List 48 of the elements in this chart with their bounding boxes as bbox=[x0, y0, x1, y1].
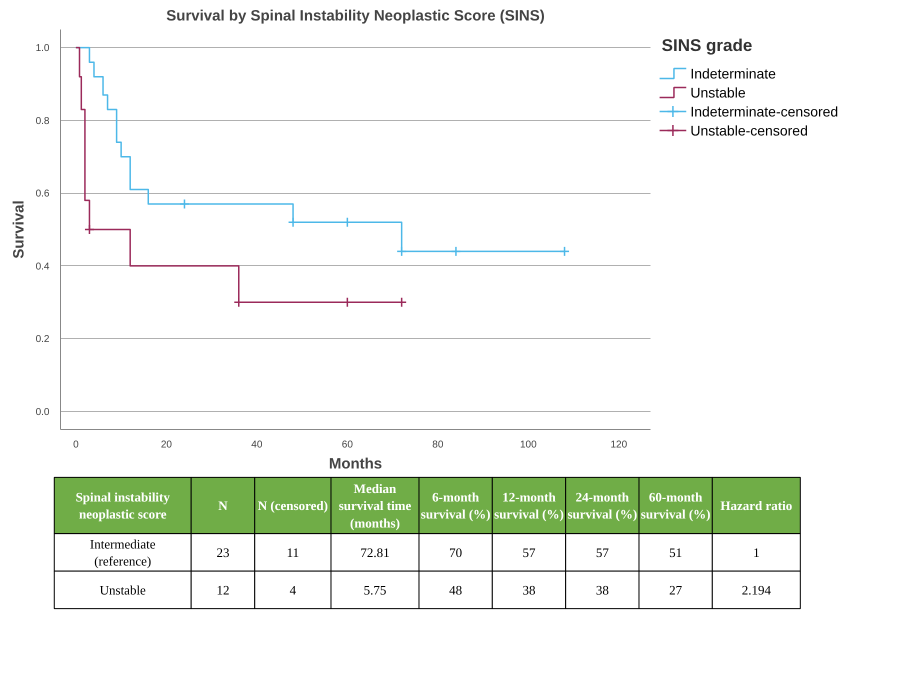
x-tick-label: 100 bbox=[520, 440, 538, 450]
text: 11 bbox=[286, 544, 300, 560]
legend-label: Unstable-censored bbox=[690, 122, 808, 138]
text: 60-month survival (%) bbox=[640, 489, 711, 522]
text: 2.194 bbox=[742, 582, 772, 598]
text: 70 bbox=[449, 544, 462, 560]
x-tick-label: 0 bbox=[73, 440, 80, 450]
text: 1 bbox=[753, 544, 760, 560]
text: 38 bbox=[522, 582, 536, 598]
y-tick-label: 0.2 bbox=[36, 334, 50, 346]
x-tick-label: 20 bbox=[160, 440, 172, 450]
text: Unstable bbox=[100, 582, 146, 598]
x-tick-label: 60 bbox=[342, 440, 354, 450]
text: Spinal instability neoplastic score bbox=[76, 489, 170, 522]
text: N (censored) bbox=[258, 498, 328, 513]
x-tick-label: 120 bbox=[610, 440, 628, 450]
y-tick-label: 1.0 bbox=[36, 43, 50, 54]
x-tick-label: 80 bbox=[432, 440, 444, 450]
text: N bbox=[218, 498, 228, 513]
text: 51 bbox=[669, 544, 682, 560]
y-axis-title: Survival bbox=[10, 200, 28, 259]
y-tick-label: 0.8 bbox=[36, 116, 50, 127]
y-tick-label: 0.0 bbox=[36, 406, 50, 418]
text: 23 bbox=[216, 544, 230, 560]
legend-title: SINS grade bbox=[662, 36, 752, 55]
text: Intermediate (reference) bbox=[90, 536, 156, 568]
y-tick-label: 0.6 bbox=[36, 188, 50, 200]
text: 48 bbox=[449, 582, 462, 598]
text: 4 bbox=[290, 582, 297, 598]
text: 12 bbox=[216, 582, 230, 598]
text: 72.81 bbox=[360, 544, 390, 560]
y-tick-label: 0.4 bbox=[36, 261, 50, 272]
text: 24-month survival (%) bbox=[567, 489, 638, 522]
chart-title: Survival by Spinal Instability Neoplastic Score (SINS) bbox=[166, 8, 545, 24]
text: 5.75 bbox=[364, 582, 386, 598]
text: 12-month survival (%) bbox=[494, 489, 564, 522]
legend-label: Indeterminate-censored bbox=[690, 104, 838, 120]
text: 27 bbox=[669, 582, 683, 598]
text: 57 bbox=[596, 544, 610, 560]
text: 38 bbox=[596, 582, 609, 598]
text: Median survival time (months) bbox=[338, 480, 412, 530]
text: Hazard ratio bbox=[720, 498, 792, 513]
legend-label: Unstable bbox=[690, 84, 746, 100]
legend-label: Indeterminate bbox=[690, 66, 776, 82]
x-axis-title: Months bbox=[328, 456, 382, 472]
text: 6-month survival (%) bbox=[420, 489, 491, 522]
text: 57 bbox=[522, 544, 536, 560]
x-tick-label: 40 bbox=[251, 440, 263, 450]
